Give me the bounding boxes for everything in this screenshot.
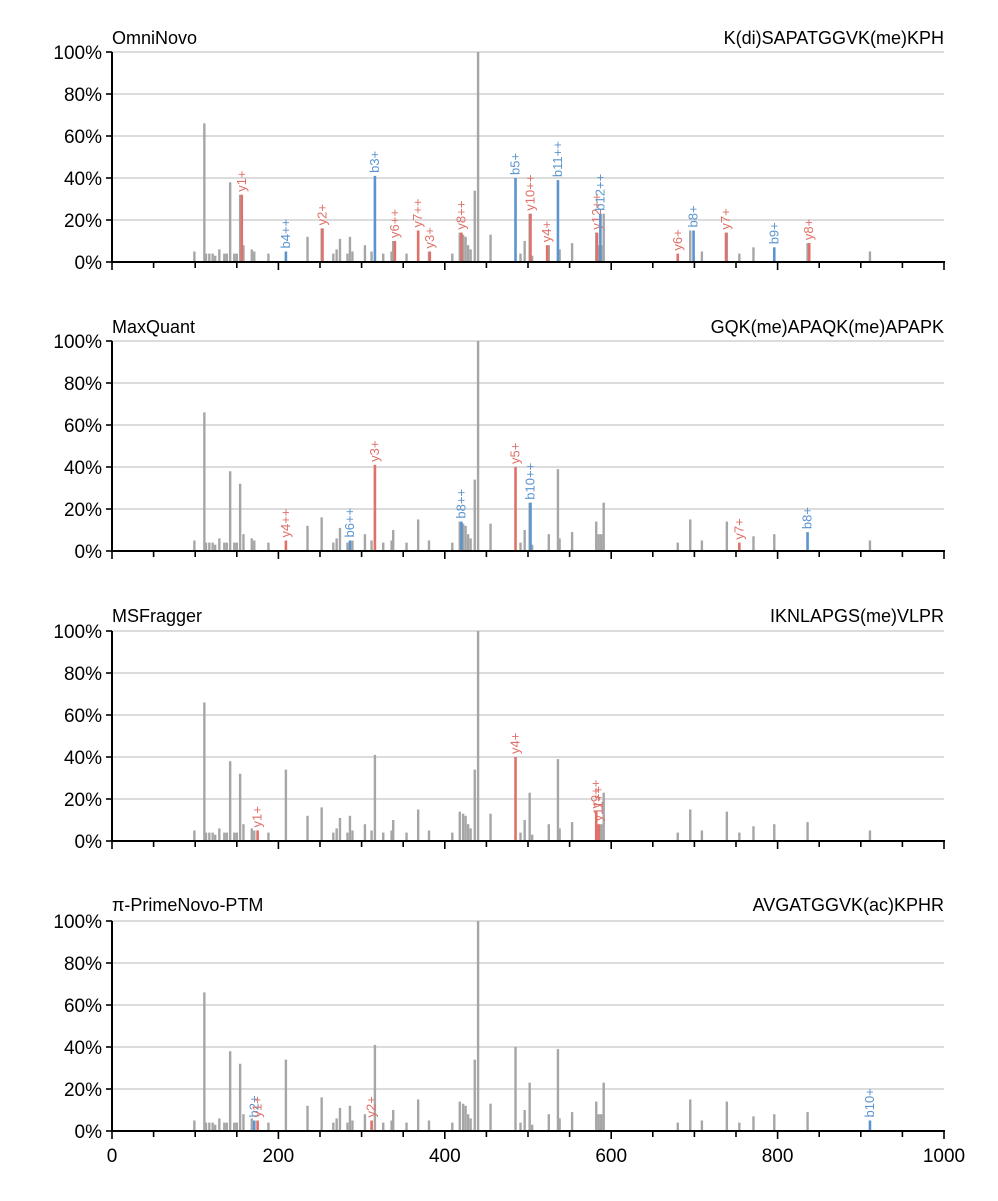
y-ion-label: y9++: [588, 780, 603, 809]
y-tick-label: 20%: [64, 500, 102, 521]
y-ion-label: y8++: [453, 201, 468, 230]
y-tick-label: 0%: [75, 253, 103, 274]
y-ion-label: y4+: [508, 733, 523, 754]
y-ion-label: y10++: [522, 175, 537, 211]
panel-maxquant: y4++ b6++ y3+ b8++ y5+b10++ y7+ b8+ 0% 20% 40% 60%…: [53, 317, 945, 563]
b-ion-label: b8+: [686, 205, 701, 227]
y-ion-label: y7++: [410, 199, 425, 228]
y-tick-label: 0%: [75, 1122, 103, 1143]
y-tick-label: 80%: [64, 374, 102, 395]
y-ion-label: y7+: [731, 518, 746, 539]
y-tick-label: 40%: [64, 458, 102, 479]
y-tick-label: 40%: [64, 748, 102, 769]
y-ion-label: y7+: [718, 208, 733, 229]
panel-peptide-label: K(di)SAPATGGVK(me)KPH: [724, 28, 944, 48]
panel-method-label: π-PrimeNovo-PTM: [112, 895, 263, 915]
y-tick-label: 0%: [75, 542, 103, 563]
b-ion-label: b6++: [342, 508, 357, 538]
b-ion-label: b5+: [508, 153, 523, 175]
panel-peptide-label: AVGATGGVK(ac)KPHR: [753, 895, 944, 915]
b-ion-label: b9+: [766, 222, 781, 244]
y-tick-label: 40%: [64, 1038, 102, 1059]
panel-omninovo: y1+ b4++ y2+ b3+ y6++ y7++y3+ y8++ b5+y10++y4+ b…: [53, 28, 945, 274]
y-ion-label: y4+: [539, 221, 554, 242]
y-ion-label: y1+: [234, 170, 249, 191]
x-tick-label: 0: [107, 1146, 118, 1167]
b-ion-label: b10++: [522, 463, 537, 500]
y-tick-label: 100%: [53, 622, 102, 643]
y-ion-label: y11++: [591, 786, 606, 821]
y-ion-label: y5+: [508, 443, 523, 464]
x-tick-label: 1000: [923, 1146, 965, 1167]
y-ion-label: y3+: [367, 441, 382, 462]
b-ion-label: b8+: [800, 507, 815, 529]
y-tick-label: 0%: [75, 832, 103, 853]
b-ion-label: b12++: [592, 174, 607, 211]
b-ion-label: b10+: [862, 1088, 877, 1117]
b-ion-label: b3+: [367, 151, 382, 173]
y-tick-label: 80%: [64, 85, 102, 106]
y-ion-label: y1+: [250, 806, 265, 827]
panel-peptide-label: GQK(me)APAQK(me)APAPK: [711, 317, 944, 337]
panel-method-label: MSFragger: [112, 606, 202, 626]
x-tick-label: 600: [595, 1146, 627, 1167]
b-ion-label: b4++: [278, 219, 293, 249]
y-ion-label: y3+: [422, 227, 437, 248]
y-tick-label: 60%: [64, 127, 102, 148]
panel-method-label: OmniNovo: [112, 28, 197, 48]
y-tick-label: 100%: [53, 332, 102, 353]
x-tick-label: 800: [762, 1146, 794, 1167]
y-ion-label: y4++: [278, 509, 293, 538]
y-tick-label: 20%: [64, 211, 102, 232]
panel-peptide-label: IKNLAPGS(me)VLPR: [770, 606, 944, 626]
panel-msfragger: y1+ y4+ y9++y11++ 0% 20% 40% 60% 80% 100% MSFrag…: [53, 606, 945, 853]
y-tick-label: 80%: [64, 664, 102, 685]
y-tick-label: 60%: [64, 706, 102, 727]
y-ion-label: y8+: [801, 219, 816, 240]
y-tick-label: 60%: [64, 416, 102, 437]
b-ion-label: b2+: [246, 1095, 261, 1117]
y-ion-label: y6+: [670, 229, 685, 250]
y-ion-label: y1+: [250, 1096, 265, 1117]
x-tick-label: 200: [263, 1146, 295, 1167]
y-tick-label: 100%: [53, 912, 102, 933]
y-ion-label: y6++: [387, 209, 402, 238]
b-ion-label: b8++: [453, 489, 468, 519]
y-ion-label: y2+: [314, 204, 329, 225]
y-ion-label: y2+: [364, 1096, 379, 1117]
y-tick-label: 80%: [64, 954, 102, 975]
b-ion-label: b11++: [550, 141, 565, 177]
panel-primenovo-ptm: b2+y1+ y2+ b10+ 0% 20% 40% 60% 80% 100% 0 200 400 60…: [53, 895, 965, 1167]
x-tick-label: 400: [429, 1146, 461, 1167]
y-tick-label: 60%: [64, 996, 102, 1017]
y-tick-label: 20%: [64, 1080, 102, 1101]
y-tick-label: 100%: [53, 43, 102, 64]
panel-method-label: MaxQuant: [112, 317, 195, 337]
y-tick-label: 40%: [64, 169, 102, 190]
y-tick-label: 20%: [64, 790, 102, 811]
